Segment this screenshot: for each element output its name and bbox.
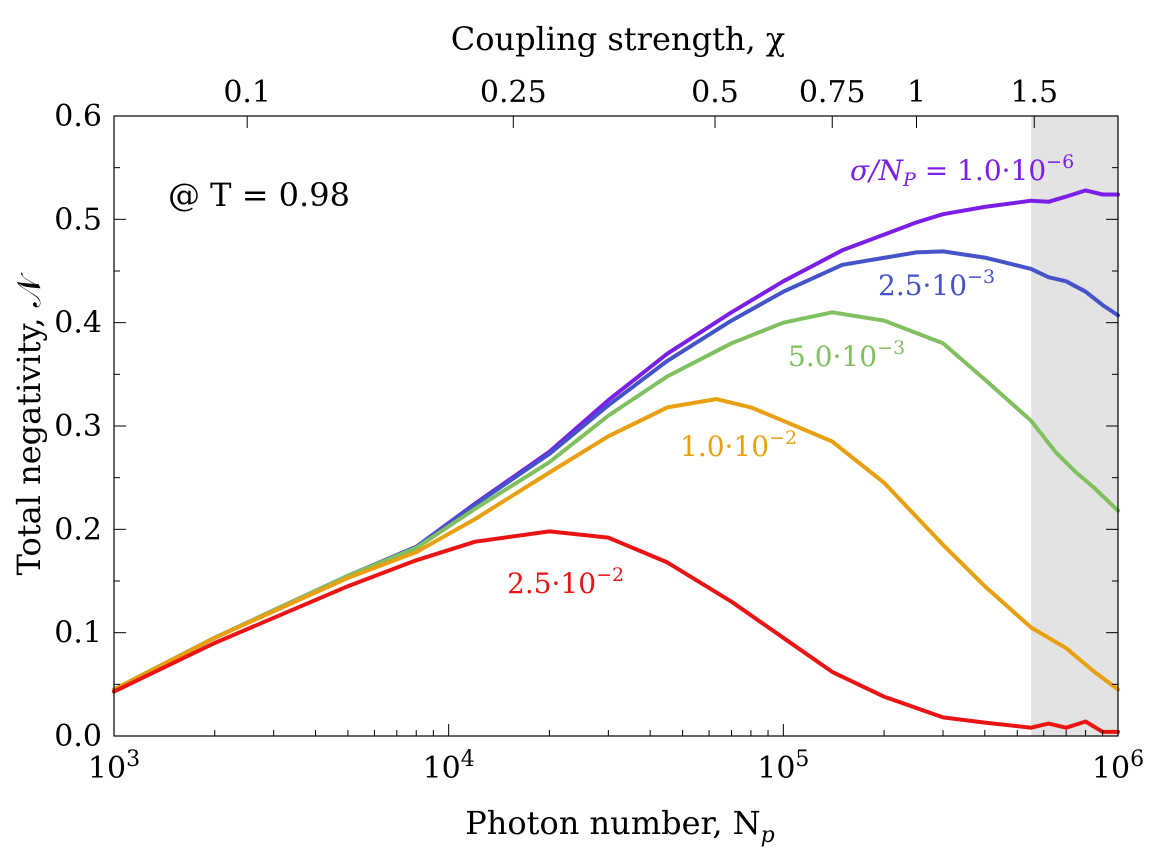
- series-layer: [112, 188, 1120, 734]
- x-axis-title: Photon number, Np: [465, 804, 775, 848]
- y-tick-label: 0.3: [54, 409, 102, 444]
- top-tick-label: 0.25: [480, 75, 547, 110]
- labels-layer: 0.0 0.1 0.2 0.3 0.4 0.5 0.6 103 104 105 106 0.1 0.25…: [54, 75, 1144, 786]
- x-tick-label: 103: [88, 747, 140, 786]
- series-label: 1.0·10−2: [680, 427, 797, 463]
- y-tick-label: 0.0: [54, 719, 102, 754]
- series-line: [112, 310, 1120, 692]
- top-tick-label: 1.5: [1010, 75, 1058, 110]
- y-tick-label: 0.5: [54, 202, 102, 237]
- y-tick-label: 0.4: [54, 306, 102, 341]
- y-tick-label: 0.1: [54, 616, 102, 651]
- series-line: [112, 397, 1120, 692]
- x-tick-label: 106: [1092, 747, 1144, 786]
- top-axis-title: Coupling strength, χ: [451, 20, 785, 58]
- top-tick-label: 1: [907, 75, 926, 110]
- shaded-region: [1031, 116, 1118, 736]
- y-tick-label: 0.6: [54, 99, 102, 134]
- top-tick-label: 0.75: [799, 75, 866, 110]
- temperature-annotation: @ T = 0.98: [168, 176, 350, 214]
- y-axis-title: Total negativity, 𝒩: [10, 272, 48, 575]
- ticks-layer: [113, 115, 1119, 737]
- series-label: σ/NP = 1.0·10−6: [850, 151, 1074, 191]
- x-tick-label: 104: [423, 747, 475, 786]
- series-label: 2.5·10−3: [878, 266, 995, 302]
- top-tick-label: 0.1: [223, 75, 271, 110]
- x-tick-label: 105: [757, 747, 809, 786]
- series-label: 5.0·10−3: [788, 337, 905, 373]
- top-tick-label: 0.5: [691, 75, 739, 110]
- series-line: [112, 529, 1120, 734]
- y-tick-label: 0.2: [54, 512, 102, 547]
- series-label: 2.5·10−2: [507, 564, 624, 600]
